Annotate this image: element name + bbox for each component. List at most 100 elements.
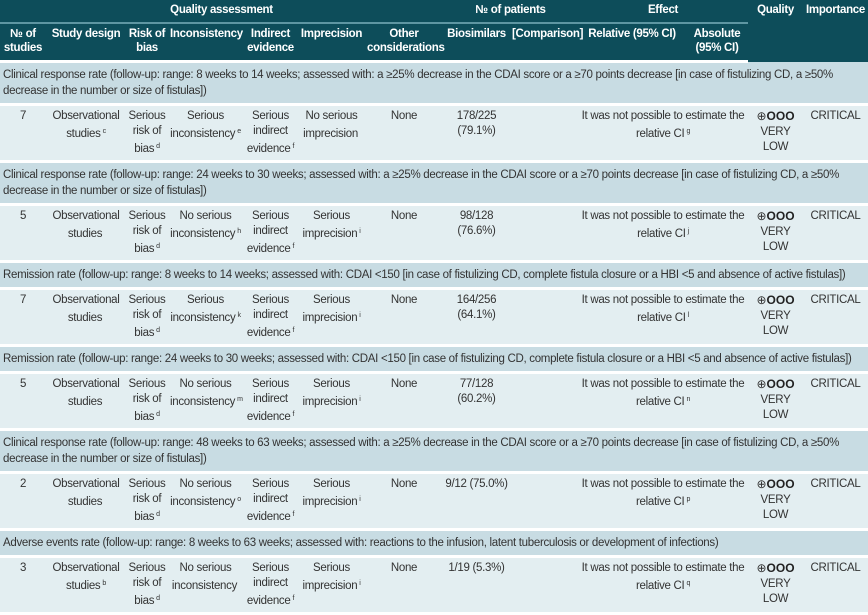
- num-studies: 3: [0, 556, 46, 615]
- footnote-marker: k: [237, 312, 241, 319]
- header-indirect-evidence: Indirect evidence: [243, 23, 298, 63]
- footnote-marker: f: [292, 243, 295, 250]
- outcome-title: Adverse events rate (follow-up: range: 8…: [0, 529, 868, 558]
- footnote-marker: f: [292, 511, 295, 518]
- quality-circles-icon: ⊕OOO: [756, 477, 795, 491]
- num-studies: 7: [0, 104, 46, 163]
- risk-of-bias: Serious risk of bias d: [126, 288, 168, 347]
- quality-rating: ⊕OOO VERY LOW: [748, 288, 804, 347]
- footnote-marker: h: [237, 228, 241, 235]
- footnote-marker: m: [237, 396, 243, 403]
- footnote-marker: d: [156, 243, 160, 250]
- footnote-marker: i: [359, 312, 361, 319]
- relative-effect: It was not possible to estimate the rela…: [578, 204, 749, 263]
- imprecision: Serious imprecision i: [298, 556, 365, 615]
- imprecision: No serious imprecision: [298, 104, 365, 163]
- header-effect: Effect: [578, 0, 749, 24]
- outcome-header-row: Remission rate (follow-up: range: 24 wee…: [0, 345, 868, 374]
- biosimilars: 9/12 (75.0%): [443, 472, 510, 531]
- footnote-marker: d: [156, 143, 160, 150]
- footnote-marker: i: [359, 396, 361, 403]
- footnote-marker: f: [292, 327, 295, 334]
- study-design: Observational studies: [46, 204, 126, 263]
- study-design: Observational studies c: [46, 104, 126, 163]
- outcome-title: Clinical response rate (follow-up: range…: [0, 61, 868, 106]
- biosimilars: 77/128 (60.2%): [443, 372, 510, 431]
- outcome-title: Remission rate (follow-up: range: 8 week…: [0, 261, 868, 290]
- biosimilars: 1/19 (5.3%): [443, 556, 510, 615]
- footnote-marker: d: [156, 411, 160, 418]
- num-studies: 5: [0, 372, 46, 431]
- table-row: 5 Observational studies Serious risk of bi…: [0, 372, 868, 431]
- indirect-evidence: Serious indirect evidence f: [243, 556, 298, 615]
- quality-circles-icon: ⊕OOO: [756, 293, 795, 307]
- other-considerations: None: [365, 204, 443, 263]
- other-considerations: None: [365, 472, 443, 531]
- risk-of-bias: Serious risk of bias d: [126, 472, 168, 531]
- other-considerations: None: [365, 104, 443, 163]
- header-absolute: Absolute (95% CI): [686, 23, 749, 63]
- outcome-title: Clinical response rate (follow-up: range…: [0, 161, 868, 206]
- header-risk-of-bias: Risk of bias: [126, 23, 168, 63]
- num-studies: 5: [0, 204, 46, 263]
- table-row: 5 Observational studies Serious risk of bi…: [0, 204, 868, 263]
- inconsistency: No serious inconsistency m: [168, 372, 243, 431]
- risk-of-bias: Serious risk of bias d: [126, 372, 168, 431]
- inconsistency: No serious inconsistency h: [168, 204, 243, 263]
- comparison: [510, 372, 579, 431]
- comparison: [510, 472, 579, 531]
- footnote-marker: d: [156, 595, 160, 602]
- quality-circles-icon: ⊕OOO: [756, 109, 795, 123]
- header-relative: Relative (95% CI): [578, 23, 687, 63]
- relative-effect: It was not possible to estimate the rela…: [578, 104, 749, 163]
- footnote-marker: f: [292, 143, 295, 150]
- footnote-marker: f: [292, 595, 295, 602]
- quality-rating: ⊕OOO VERY LOW: [748, 472, 804, 531]
- comparison: [510, 204, 579, 263]
- study-design: Observational studies: [46, 472, 126, 531]
- importance: CRITICAL: [803, 372, 868, 431]
- indirect-evidence: Serious indirect evidence f: [243, 204, 298, 263]
- header-imprecision: Imprecision: [298, 23, 365, 63]
- relative-effect: It was not possible to estimate the rela…: [578, 472, 749, 531]
- outcome-header-row: Adverse events rate (follow-up: range: 8…: [0, 529, 868, 558]
- inconsistency: No serious inconsistency: [168, 556, 243, 615]
- biosimilars: 178/225 (79.1%): [443, 104, 510, 163]
- other-considerations: None: [365, 372, 443, 431]
- other-considerations: None: [365, 556, 443, 615]
- footnote-marker: c: [102, 128, 107, 135]
- risk-of-bias: Serious risk of bias d: [126, 556, 168, 615]
- quality-circles-icon: ⊕OOO: [756, 377, 795, 391]
- risk-of-bias: Serious risk of bias d: [126, 104, 168, 163]
- outcome-header-row: Clinical response rate (follow-up: range…: [0, 161, 868, 206]
- importance: CRITICAL: [803, 556, 868, 615]
- indirect-evidence: Serious indirect evidence f: [243, 104, 298, 163]
- quality-rating: ⊕OOO VERY LOW: [748, 204, 804, 263]
- inconsistency: Serious inconsistency k: [168, 288, 243, 347]
- inconsistency: No serious inconsistency o: [168, 472, 243, 531]
- footnote-marker: d: [156, 327, 160, 334]
- header-inconsistency: Inconsistency: [168, 23, 243, 63]
- footnote-marker: n: [686, 396, 691, 403]
- footnote-marker: e: [237, 128, 241, 135]
- imprecision: Serious imprecision i: [298, 204, 365, 263]
- outcome-header-row: Clinical response rate (follow-up: range…: [0, 61, 868, 106]
- outcome-header-row: Clinical response rate (follow-up: range…: [0, 429, 868, 474]
- table-row: 7 Observational studies c Serious risk of b…: [0, 104, 868, 163]
- imprecision: Serious imprecision i: [298, 288, 365, 347]
- outcome-header-row: Remission rate (follow-up: range: 8 week…: [0, 261, 868, 290]
- footnote-marker: p: [686, 496, 691, 503]
- header-comparison: [Comparison]: [510, 23, 583, 63]
- quality-rating: ⊕OOO VERY LOW: [748, 104, 804, 163]
- footnote-marker: j: [687, 228, 690, 235]
- num-studies: 7: [0, 288, 46, 347]
- footnote-marker: b: [102, 580, 106, 587]
- biosimilars: 164/256 (64.1%): [443, 288, 510, 347]
- footnote-marker: i: [359, 580, 361, 587]
- header-num-studies: № of studies: [0, 23, 46, 63]
- quality-circles-icon: ⊕OOO: [756, 209, 795, 223]
- importance: CRITICAL: [803, 472, 868, 531]
- header-num-patients: № of patients: [443, 0, 579, 24]
- indirect-evidence: Serious indirect evidence f: [243, 288, 298, 347]
